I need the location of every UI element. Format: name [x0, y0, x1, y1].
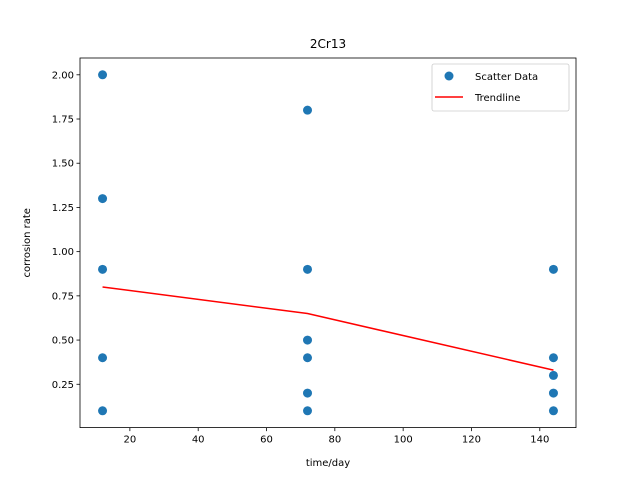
- x-tick-label: 40: [192, 435, 205, 446]
- legend-trendline-label: Trendline: [474, 93, 520, 104]
- plot-area-frame: [79, 57, 577, 429]
- x-tick-label: 100: [394, 435, 413, 446]
- scatter-point: [303, 264, 313, 274]
- x-axis-label: time/day: [306, 458, 350, 469]
- y-tick-label: 0.25: [52, 380, 74, 391]
- chart-marks: [98, 70, 558, 416]
- y-tick-label: 0.50: [52, 336, 74, 347]
- scatter-point: [548, 388, 558, 398]
- y-axis-label: corrosion rate: [22, 208, 33, 277]
- legend: Scatter Data Trendline: [431, 63, 570, 112]
- x-tick-label: 20: [124, 435, 137, 446]
- y-tick-label: 1.50: [52, 159, 74, 170]
- y-tick-label: 0.75: [52, 291, 74, 302]
- scatter-point: [548, 264, 558, 274]
- trendline: [102, 286, 554, 371]
- scatter-point: [98, 353, 108, 363]
- chart-title: 2Cr13: [310, 37, 346, 51]
- scatter-point: [548, 370, 558, 380]
- scatter-point: [303, 388, 313, 398]
- x-tick-label: 80: [328, 435, 341, 446]
- scatter-point: [98, 70, 108, 80]
- legend-scatter-marker: [444, 71, 454, 81]
- scatter-point: [98, 264, 108, 274]
- scatter-point: [303, 353, 313, 363]
- scatter-point: [548, 406, 558, 416]
- x-tick-label: 140: [530, 435, 549, 446]
- scatter-point: [303, 335, 313, 345]
- y-tick-label: 1.75: [52, 115, 74, 126]
- x-tick-label: 60: [260, 435, 273, 446]
- y-tick-label: 1.00: [52, 247, 74, 258]
- legend-frame: [431, 63, 570, 112]
- axis-ticks: 20 40 60 80 100 120 140 0.25 0.50 0.75 1.00 1.25 1.5…: [52, 70, 550, 445]
- y-tick-label: 1.25: [52, 203, 74, 214]
- scatter-point: [98, 194, 108, 204]
- legend-scatter-label: Scatter Data: [475, 72, 538, 83]
- x-tick-label: 120: [462, 435, 481, 446]
- scatter-point: [98, 406, 108, 416]
- scatter-point: [548, 353, 558, 363]
- y-tick-label: 2.00: [52, 70, 74, 81]
- scatter-point: [303, 406, 313, 416]
- scatter-point: [303, 105, 313, 115]
